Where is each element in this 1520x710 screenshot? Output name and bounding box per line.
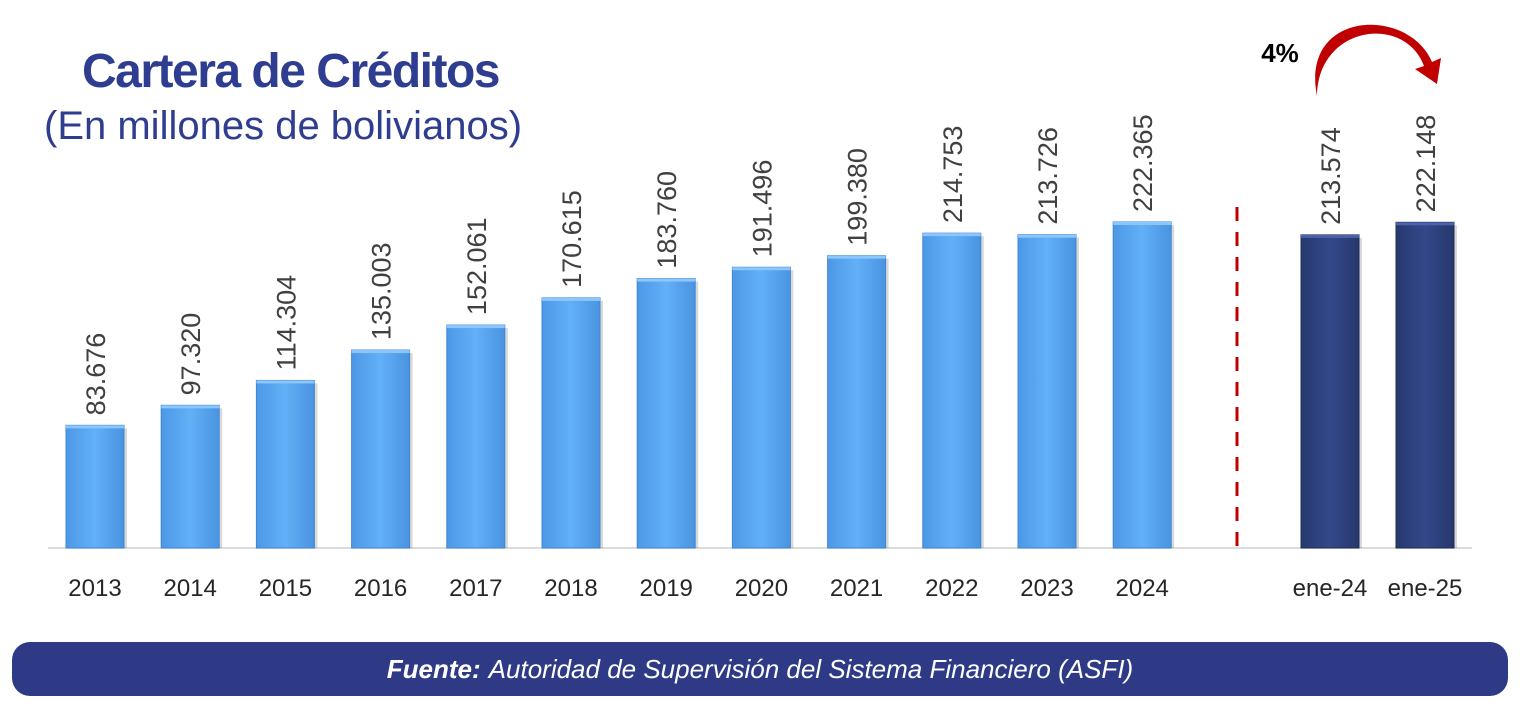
bar-top-edge <box>161 405 220 409</box>
bar-top-edge <box>1018 234 1076 238</box>
bar-top-edge <box>66 425 124 429</box>
value-label-2017: 152.061 <box>462 217 492 315</box>
bar-2017 <box>446 324 506 549</box>
bar-top-edge <box>922 233 981 237</box>
bar-top-edge <box>351 350 410 354</box>
value-label-2020: 191.496 <box>747 160 777 258</box>
chart-subtitle: (En millones de bolivianos) <box>44 104 523 148</box>
bar-2015 <box>255 379 315 549</box>
value-label-2014: 97.320 <box>176 313 206 396</box>
bar-top-edge <box>1301 234 1359 238</box>
value-label-2019: 183.760 <box>652 171 682 269</box>
category-label-2023: 2023 <box>1020 575 1073 602</box>
bar-top-edge <box>446 325 505 329</box>
bar-top-edge <box>256 380 315 384</box>
value-label-2016: 135.003 <box>367 242 397 340</box>
bar-top-edge <box>1396 222 1454 226</box>
value-label-2021: 199.380 <box>843 148 873 246</box>
category-label-2019: 2019 <box>640 575 693 602</box>
bar-2021 <box>827 255 887 549</box>
bar-2023 <box>1017 234 1077 549</box>
bar-2024 <box>1112 221 1172 549</box>
value-label-ene-25: 222.148 <box>1411 115 1441 213</box>
bar-top-edge <box>542 297 600 301</box>
source-label: Fuente: <box>386 653 481 684</box>
category-label-2013: 2013 <box>68 575 121 602</box>
bar-ene-25 <box>1395 221 1455 549</box>
growth-arrow <box>1315 24 1441 96</box>
category-label-2022: 2022 <box>925 575 978 602</box>
category-label-ene-24: ene-24 <box>1293 575 1368 602</box>
bar-top-edge <box>732 267 791 271</box>
value-label-2022: 214.753 <box>938 126 968 224</box>
category-label-2021: 2021 <box>830 575 883 602</box>
source-text: Autoridad de Supervisión del Sistema Fin… <box>488 653 1134 684</box>
category-label-2015: 2015 <box>259 575 312 602</box>
source-footer: Fuente: Autoridad de Supervisión del Sis… <box>12 642 1508 696</box>
category-label-2020: 2020 <box>735 575 788 602</box>
category-label-2014: 2014 <box>164 575 217 602</box>
bar-top-edge <box>637 278 696 282</box>
bar-2022 <box>922 232 982 549</box>
category-label-ene-25: ene-25 <box>1388 575 1463 602</box>
value-label-2013: 83.676 <box>81 333 111 416</box>
bar-2013 <box>65 424 125 549</box>
chart-title: Cartera de Créditos <box>82 45 500 98</box>
bar-top-edge <box>1113 222 1172 225</box>
value-label-2023: 213.726 <box>1033 127 1063 225</box>
bar-top-edge <box>827 255 886 259</box>
bar-2016 <box>351 349 411 549</box>
category-label-2016: 2016 <box>354 575 407 602</box>
value-label-ene-24: 213.574 <box>1316 127 1346 225</box>
growth-percent-label: 4% <box>1261 38 1299 68</box>
bar-2020 <box>731 266 791 549</box>
category-label-2024: 2024 <box>1116 575 1169 602</box>
bar-2014 <box>160 404 220 549</box>
value-label-2015: 114.304 <box>271 275 301 371</box>
bar-2019 <box>636 278 696 549</box>
bar-ene-24 <box>1300 234 1360 549</box>
value-label-2018: 170.615 <box>557 190 587 288</box>
bar-chart: 83.676 2013 97.320 2014 114.304 2015 135.003 20… <box>48 24 1472 602</box>
value-label-2024: 222.365 <box>1128 114 1158 212</box>
bar-2018 <box>541 297 601 549</box>
category-label-2018: 2018 <box>544 575 597 602</box>
category-label-2017: 2017 <box>449 575 502 602</box>
